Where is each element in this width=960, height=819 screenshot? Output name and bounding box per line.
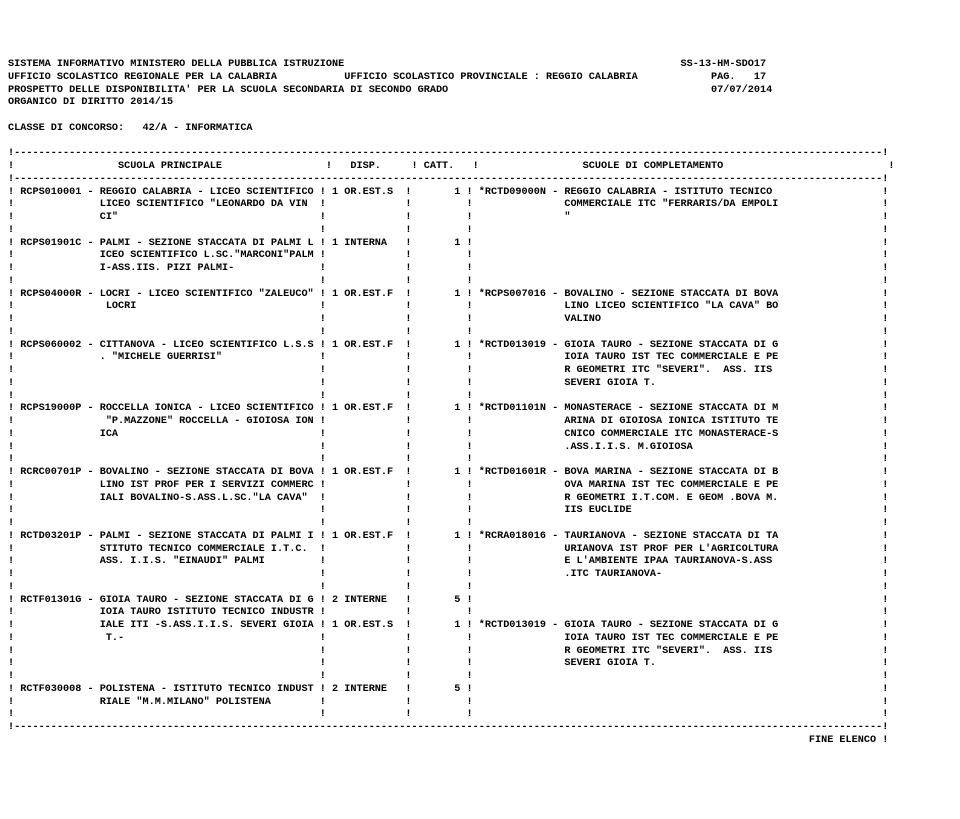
- report-document: SISTEMA INFORMATIVO MINISTERO DELLA PUBB…: [8, 59, 960, 748]
